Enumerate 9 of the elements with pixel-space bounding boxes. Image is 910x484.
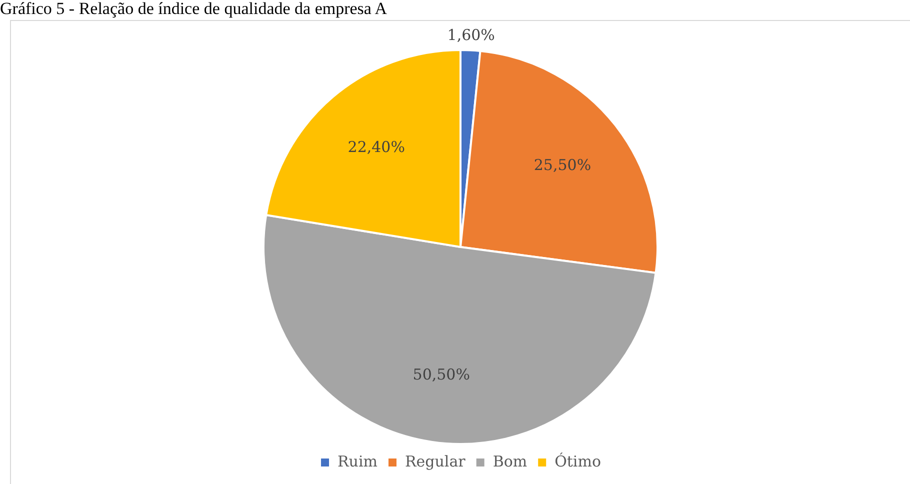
legend-label: Bom: [492, 452, 528, 470]
data-label: 25,50%: [534, 156, 592, 174]
legend-label: Regular: [404, 452, 466, 470]
data-label: 22,40%: [348, 138, 405, 156]
data-label: 50,50%: [412, 365, 470, 384]
chart-title: Gráfico 5 - Relação de índice de qualidade da empresa A: [0, 0, 388, 18]
legend-label: Ruim: [338, 452, 378, 470]
legend-label: Ótimo: [554, 452, 601, 470]
data-label: 1,60%: [447, 26, 495, 44]
